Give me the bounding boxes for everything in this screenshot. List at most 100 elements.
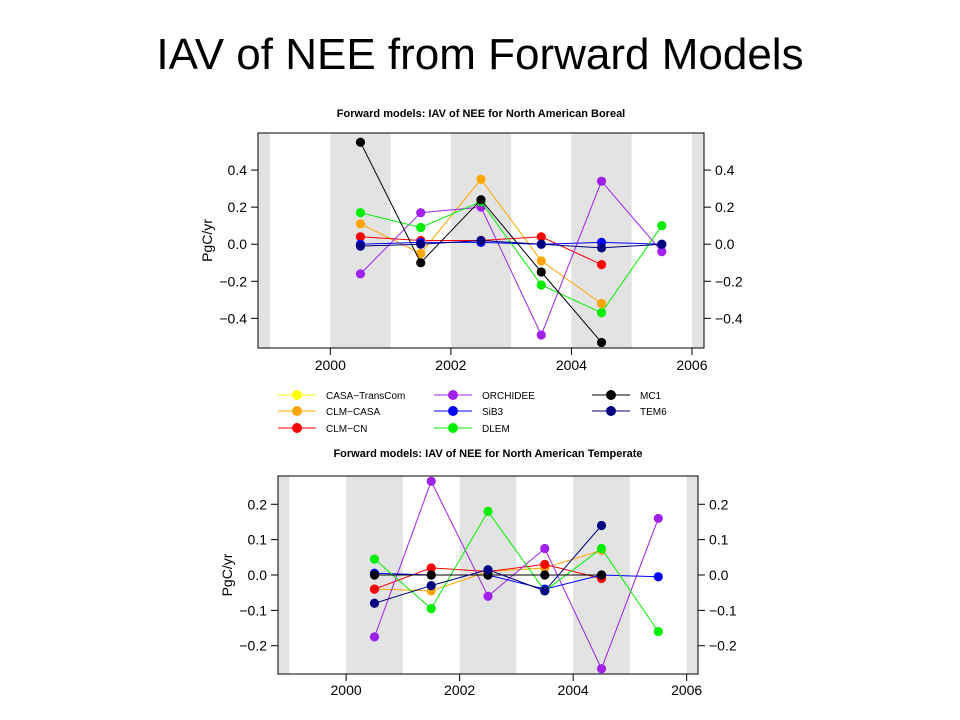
series-mc1	[369, 570, 607, 580]
data-point	[369, 570, 380, 580]
data-point	[540, 570, 550, 580]
series-clm-casa	[355, 174, 607, 309]
data-point	[596, 176, 607, 186]
legend-swatch-dot	[448, 390, 458, 400]
series-line	[360, 200, 663, 314]
legend-label: TEM6	[640, 407, 667, 418]
data-point	[483, 506, 493, 516]
legend-item-mc1: MC1	[592, 390, 662, 402]
series-tem6	[355, 235, 667, 253]
ytick-label-right: 0.2	[709, 496, 729, 512]
data-point	[369, 584, 380, 594]
ytick-label-left: −0.2	[219, 273, 247, 289]
data-point	[657, 239, 667, 249]
series-orchidee	[369, 476, 663, 674]
plot-border	[257, 132, 705, 349]
ytick-label-right: −0.2	[709, 638, 737, 654]
slide-title: IAV of NEE from Forward Models	[156, 30, 804, 79]
data-point	[657, 247, 667, 257]
series-line	[360, 180, 663, 337]
legend-item-orchidee: ORCHIDEE	[434, 390, 535, 402]
series-line	[360, 239, 662, 249]
legend-item-clm-casa: CLM−CASA	[278, 406, 381, 418]
legend-label: ORCHIDEE	[482, 391, 535, 402]
data-point	[536, 267, 546, 277]
data-point	[369, 554, 380, 564]
data-point	[596, 520, 607, 531]
legend-swatch-dot	[292, 406, 302, 416]
data-point	[483, 591, 493, 601]
data-point	[355, 219, 366, 229]
data-point	[476, 235, 486, 246]
series-orchidee	[355, 176, 667, 340]
legend-swatch-dot	[448, 406, 458, 416]
data-point	[536, 239, 546, 249]
legend-swatch-dot	[606, 406, 616, 416]
data-point	[540, 586, 550, 596]
data-point	[369, 632, 380, 642]
legend-item-tem6: TEM6	[592, 406, 667, 418]
series-tem6	[369, 520, 607, 608]
legend-swatch-dot	[292, 423, 302, 433]
legend-swatch-dot	[292, 390, 302, 400]
data-point	[355, 241, 366, 251]
ytick-label-left: 0.1	[248, 532, 268, 548]
xtick-label: 2006	[671, 682, 702, 698]
xtick-label: 2002	[444, 682, 475, 698]
legend-item-clm-cn: CLM−CN	[278, 423, 367, 435]
xtick-label: 2000	[331, 682, 362, 698]
data-point	[476, 195, 486, 205]
data-point	[540, 543, 550, 554]
data-point	[536, 280, 546, 290]
legend-label: CLM−CASA	[326, 407, 381, 418]
chart-title: Forward models: IAV of NEE for North Ame…	[333, 448, 642, 460]
data-point	[476, 174, 486, 184]
ytick-label-right: 0.1	[709, 532, 729, 548]
shaded-band-1998	[258, 133, 271, 348]
shaded-band-2006	[691, 133, 704, 348]
data-point	[426, 563, 436, 573]
chart-title: Forward models: IAV of NEE for North Ame…	[337, 108, 626, 120]
ytick-label-right: −0.1	[709, 602, 737, 618]
data-point	[596, 308, 607, 318]
shaded-band-2006	[686, 476, 698, 674]
legend-swatch-dot	[448, 423, 458, 433]
boreal-chart: Forward models: IAV of NEE for North Ame…	[199, 108, 743, 373]
data-point	[426, 581, 436, 591]
ytick-label-right: 0.0	[715, 236, 735, 252]
legend-swatch-dot	[606, 390, 616, 400]
ytick-label-left: 0.0	[228, 236, 248, 252]
data-point	[596, 259, 607, 270]
xtick-label: 2004	[556, 357, 587, 373]
data-point	[416, 248, 426, 259]
legend: CASA−TransCom CLM−CASA CLM−CN ORCHIDEE SiB3 D…	[278, 390, 667, 435]
legend-label: DLEM	[482, 424, 510, 435]
data-point	[483, 565, 493, 575]
legend-label: CLM−CN	[326, 424, 367, 435]
series-dlem	[355, 196, 667, 318]
series-line	[374, 510, 659, 632]
data-point	[596, 570, 607, 580]
series-mc1	[355, 137, 607, 348]
ytick-label-left: 0.2	[228, 199, 248, 215]
xtick-label: 2002	[435, 357, 466, 373]
data-point	[653, 626, 663, 637]
legend-label: SiB3	[482, 407, 504, 418]
shaded-band-1998	[278, 476, 290, 674]
data-point	[369, 598, 380, 608]
data-point	[416, 222, 426, 233]
y-axis-label: PgC/yr	[219, 553, 235, 596]
data-point	[653, 572, 663, 582]
data-point	[416, 208, 426, 218]
data-point	[536, 330, 546, 340]
data-point	[596, 664, 607, 674]
series-line	[374, 480, 659, 670]
ytick-label-right: 0.0	[709, 567, 729, 583]
ytick-label-left: −0.4	[219, 310, 247, 326]
data-point	[596, 543, 607, 554]
ytick-label-left: 0.4	[228, 162, 248, 178]
data-point	[355, 137, 366, 147]
ytick-label-left: 0.2	[248, 496, 268, 512]
data-point	[426, 570, 436, 580]
